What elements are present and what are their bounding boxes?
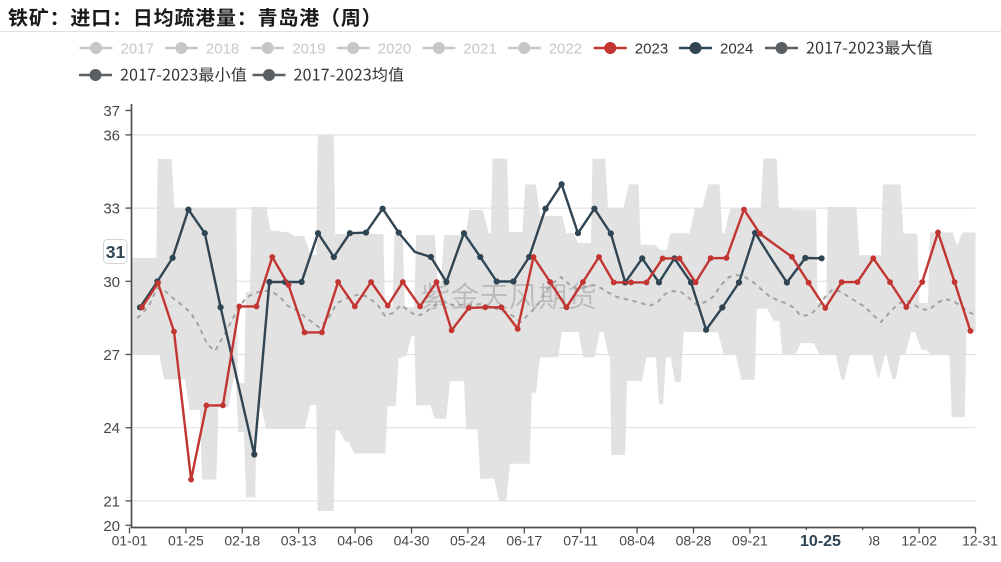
svg-text:08-28: 08-28 bbox=[676, 533, 712, 549]
svg-text:36: 36 bbox=[103, 127, 120, 144]
svg-text:24: 24 bbox=[103, 420, 120, 437]
svg-text:37: 37 bbox=[103, 103, 120, 120]
svg-text:2022: 2022 bbox=[549, 41, 582, 58]
svg-text:21: 21 bbox=[103, 493, 120, 510]
svg-text:05-24: 05-24 bbox=[450, 533, 486, 549]
svg-text:08-04: 08-04 bbox=[619, 533, 655, 549]
svg-text:12-31: 12-31 bbox=[962, 533, 998, 549]
svg-text:09-21: 09-21 bbox=[732, 533, 768, 549]
svg-text:12-02: 12-02 bbox=[901, 533, 937, 549]
svg-text:2024: 2024 bbox=[720, 41, 753, 58]
svg-text:33: 33 bbox=[103, 201, 120, 218]
svg-text:2019: 2019 bbox=[292, 41, 325, 58]
svg-text:02-18: 02-18 bbox=[224, 533, 260, 549]
svg-text:01-25: 01-25 bbox=[168, 533, 204, 549]
svg-text:01-01: 01-01 bbox=[112, 533, 148, 549]
svg-text:20: 20 bbox=[103, 518, 120, 535]
svg-text:2021: 2021 bbox=[463, 41, 496, 58]
svg-text:03-13: 03-13 bbox=[281, 533, 317, 549]
svg-text:06-17: 06-17 bbox=[506, 533, 542, 549]
svg-text:2023: 2023 bbox=[635, 41, 668, 58]
svg-text:30: 30 bbox=[103, 274, 120, 291]
svg-text:31: 31 bbox=[106, 242, 126, 262]
svg-text:04-06: 04-06 bbox=[337, 533, 373, 549]
svg-text:10-25: 10-25 bbox=[800, 533, 841, 550]
svg-text:2018: 2018 bbox=[206, 41, 239, 58]
svg-text:07-11: 07-11 bbox=[563, 533, 598, 549]
svg-text:2020: 2020 bbox=[378, 41, 411, 58]
svg-text:2017: 2017 bbox=[121, 41, 154, 58]
svg-text:27: 27 bbox=[103, 347, 120, 364]
svg-text:04-30: 04-30 bbox=[394, 533, 430, 549]
